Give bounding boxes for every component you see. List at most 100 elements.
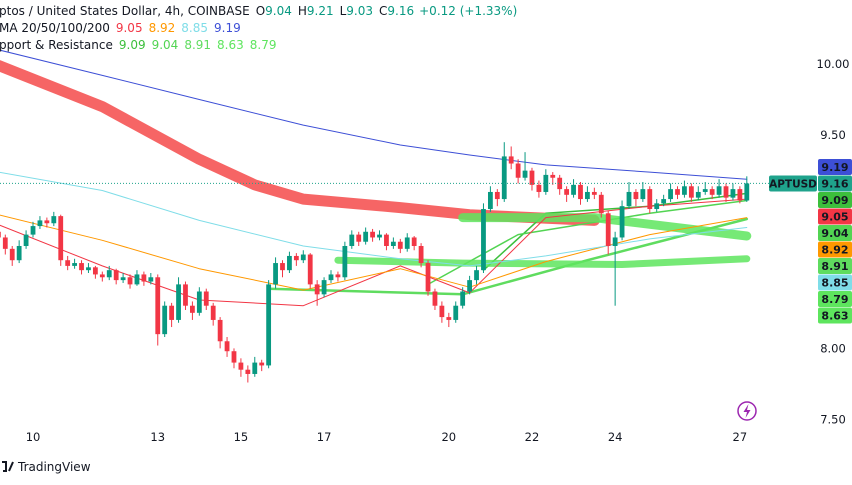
candle-body (259, 362, 265, 366)
candle-body (127, 277, 133, 285)
legend-row: MA 20/50/100/200 9.05 8.92 8.85 9.19 (0, 21, 241, 35)
candle-body (342, 245, 348, 278)
candle-body (619, 206, 625, 238)
candle-body (196, 291, 202, 313)
candle-body (668, 189, 673, 200)
legend-row: ptos / United States Dollar, 4h, COINBAS… (0, 4, 517, 18)
candle-body (460, 291, 466, 306)
x-tick-label: 20 (441, 430, 456, 444)
candle-body (508, 156, 514, 164)
candle-body (321, 280, 327, 295)
candle-body (300, 254, 306, 261)
candle-body (169, 305, 175, 320)
symbol: ptos / United States Dollar, 4h, COINBAS… (0, 4, 250, 18)
candle-body (647, 189, 653, 210)
candle-body (640, 189, 646, 200)
candle-body (467, 280, 473, 292)
watermark: TradingView (17, 460, 91, 474)
x-tick-label: 24 (608, 430, 623, 444)
candle-body (550, 174, 556, 178)
candle-body (134, 274, 140, 285)
candle-body (37, 220, 43, 227)
price-badge-label: 8.63 (821, 310, 848, 323)
candle-body (72, 263, 77, 266)
candle-body (58, 216, 64, 261)
candle-body (65, 260, 71, 266)
candle-body (730, 189, 736, 198)
candle-body (23, 234, 29, 246)
indicator-value: 8.85 (181, 21, 208, 35)
price-badge (818, 291, 852, 307)
candle-body (106, 270, 112, 278)
candle-body (266, 284, 272, 366)
candle-body (370, 231, 375, 238)
candle-body (273, 263, 278, 285)
candle-body (203, 291, 209, 306)
price-badge (818, 192, 852, 208)
candle-body (252, 362, 258, 374)
lightning-button[interactable] (737, 401, 757, 421)
indicator-line (267, 217, 749, 296)
candle-body (481, 209, 486, 271)
candle-body (716, 186, 722, 195)
x-tick-label: 27 (733, 430, 748, 444)
plot-area (0, 49, 815, 383)
candle-body (287, 255, 292, 271)
indicator-name: pport & Resistance (0, 38, 113, 52)
indicator-value: 9.05 (116, 21, 143, 35)
indicator-value: 9.09 (119, 38, 146, 52)
candle-body (585, 191, 590, 200)
candle-body (390, 241, 396, 246)
x-tick-label: 13 (150, 430, 165, 444)
candle-body (148, 277, 154, 282)
candle-body (183, 284, 188, 306)
indicator-line (334, 255, 751, 268)
candle-body (453, 305, 459, 320)
y-tick-label: 9.50 (820, 128, 846, 142)
x-tick-label: 22 (525, 430, 540, 444)
candle-body (695, 191, 701, 198)
candle-body (633, 191, 639, 200)
price-badge-label: 9.09 (821, 194, 848, 207)
price-axis: 7.50 8.00 9.50 10.00 9.19 9.16 APTUSD 9.09 9.05 9… (769, 57, 852, 426)
candle-body (605, 213, 611, 246)
candle-body (155, 277, 161, 335)
candle-body (162, 305, 168, 335)
candle-body (224, 341, 230, 352)
indicator-value: 9.19 (214, 21, 241, 35)
candle-body (578, 184, 583, 200)
candle-body (675, 189, 680, 195)
ohlc-value: 9.03 (346, 4, 373, 18)
candle-body (349, 234, 355, 246)
candle-body (397, 241, 403, 249)
candle-body (737, 189, 743, 201)
price-badge (818, 159, 852, 175)
ticker-badge (769, 175, 817, 192)
candle-body (307, 254, 313, 285)
candle-body (446, 317, 452, 320)
candle-body (190, 305, 195, 313)
candle-body (432, 291, 438, 306)
price-badge (818, 175, 852, 192)
candle-body (210, 305, 216, 320)
price-badge (818, 208, 852, 225)
price-badge-label: 8.92 (821, 244, 848, 257)
candle-body (709, 189, 715, 195)
candle-body (356, 234, 362, 242)
ohlc-label: O (256, 4, 265, 18)
lightning-icon (743, 404, 751, 418)
candle-body (557, 177, 563, 190)
price-badge (818, 258, 852, 274)
candle-body (474, 270, 479, 281)
candle-body (612, 237, 618, 246)
candle-body (0, 231, 1, 238)
candle-body (384, 234, 389, 246)
candle-body (501, 156, 507, 200)
price-badge-label: 9.16 (821, 178, 848, 191)
candle-body (314, 284, 320, 295)
candle-body (141, 274, 147, 282)
x-tick-label: 17 (317, 430, 332, 444)
indicator-value: 8.91 (184, 38, 211, 52)
ticker-label: APTUSD (769, 179, 817, 191)
